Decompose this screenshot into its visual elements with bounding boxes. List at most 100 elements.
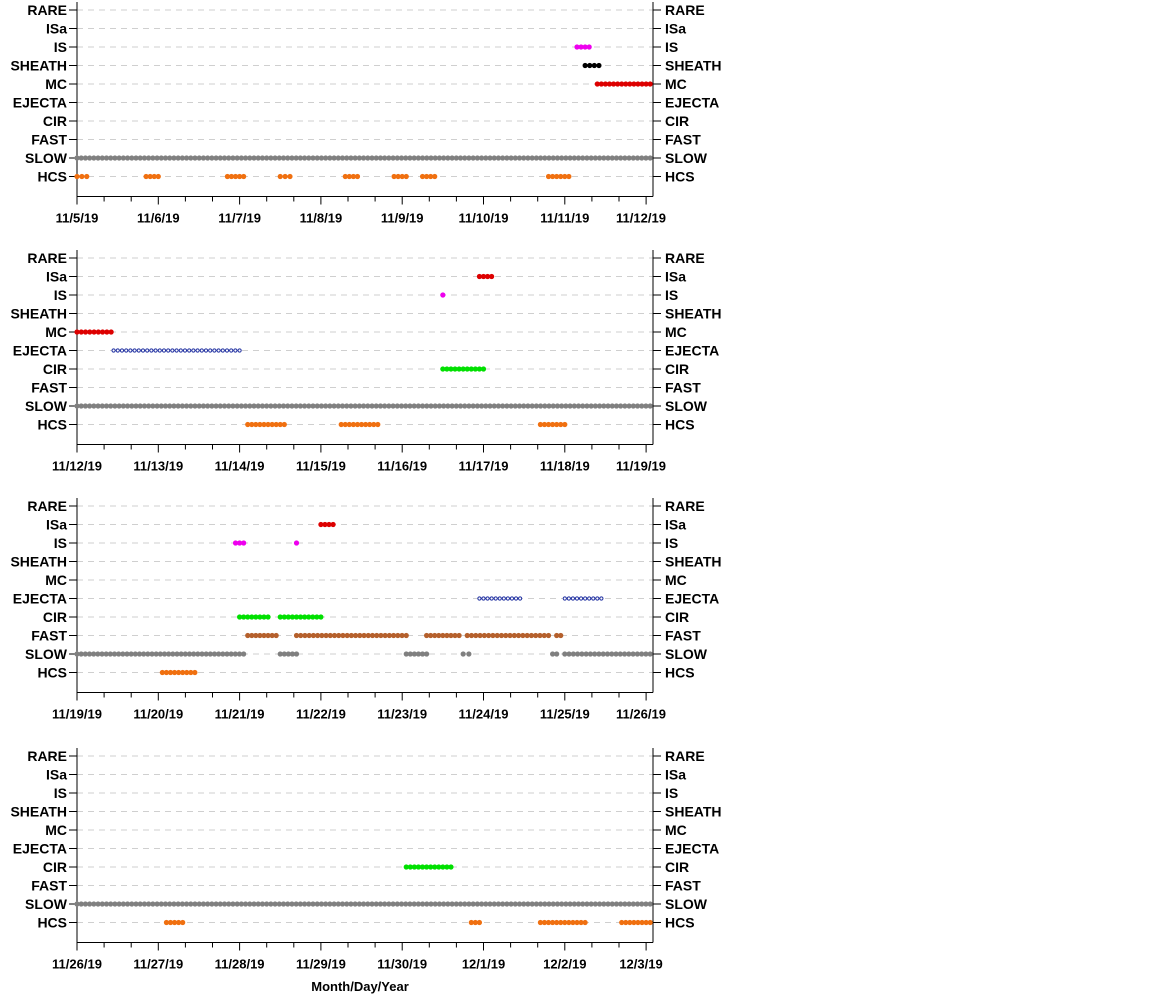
data-point-slow xyxy=(221,155,228,161)
data-point-slow xyxy=(567,901,573,907)
data-point-slow xyxy=(339,155,346,161)
data-point-fast xyxy=(403,632,409,639)
data-point-slow xyxy=(542,403,548,409)
data-point-slow xyxy=(537,403,544,409)
data-point-fast xyxy=(533,632,539,639)
data-point-slow xyxy=(191,651,197,657)
data-point-cir xyxy=(452,366,458,372)
data-point-slow xyxy=(483,403,489,409)
data-point-slow xyxy=(533,901,539,907)
data-point-ejecta xyxy=(224,348,230,353)
y-label-left-isa: ISa xyxy=(46,517,67,533)
data-point-slow xyxy=(613,651,619,657)
y-label-left-sheath: SHEATH xyxy=(10,306,67,322)
data-point-slow xyxy=(563,403,569,409)
data-point-slow xyxy=(491,901,497,907)
data-point-slow xyxy=(188,901,194,907)
y-label-left-slow: SLOW xyxy=(25,398,68,414)
data-point-slow xyxy=(639,155,645,161)
data-point-slow xyxy=(280,901,287,907)
data-point-cir xyxy=(448,864,454,870)
data-point-slow xyxy=(226,155,232,161)
data-point-hcs xyxy=(554,173,560,180)
y-label-left-slow: SLOW xyxy=(25,150,68,166)
data-point-is xyxy=(574,44,580,50)
data-point-slow xyxy=(622,403,628,409)
data-point-slow xyxy=(445,901,451,907)
data-point-slow xyxy=(609,901,615,907)
data-point-slow xyxy=(289,403,295,409)
data-point-ejecta xyxy=(203,348,209,353)
data-point-slow xyxy=(377,155,384,161)
data-point-slow xyxy=(382,155,388,161)
data-point-slow xyxy=(82,901,89,907)
data-point-slow xyxy=(209,901,215,907)
x-tick-label: 11/7/19 xyxy=(218,211,261,226)
data-point-slow xyxy=(281,651,287,657)
data-point-slow xyxy=(108,901,114,907)
data-point-hcs xyxy=(537,421,544,428)
data-point-hcs xyxy=(635,919,641,926)
data-point-ejecta xyxy=(477,596,482,601)
data-point-slow xyxy=(154,155,160,161)
data-point-fast xyxy=(486,632,492,639)
data-point-slow xyxy=(504,901,510,907)
data-point-hcs xyxy=(342,421,348,428)
data-point-slow xyxy=(587,651,594,657)
data-point-slow xyxy=(613,403,620,409)
data-point-hcs xyxy=(253,421,259,428)
data-point-slow xyxy=(318,403,325,409)
y-label-right-is: IS xyxy=(665,39,678,55)
data-point-slow xyxy=(618,155,624,161)
data-point-fast xyxy=(265,632,271,639)
data-point-mc xyxy=(619,81,625,87)
data-point-slow xyxy=(95,651,101,657)
x-tick-label: 11/14/19 xyxy=(215,459,265,474)
data-point-slow xyxy=(436,901,443,907)
data-point-slow xyxy=(369,901,375,907)
data-point-slow xyxy=(146,155,152,161)
data-point-slow xyxy=(167,901,173,907)
data-point-fast xyxy=(440,632,446,639)
data-point-slow xyxy=(344,901,350,907)
data-point-slow xyxy=(533,403,539,409)
data-point-hcs xyxy=(554,919,560,926)
data-point-ejecta xyxy=(115,348,120,353)
x-tick-label: 11/5/19 xyxy=(56,211,99,226)
data-point-cir xyxy=(448,366,454,372)
data-point-slow xyxy=(293,651,300,657)
data-point-ejecta xyxy=(493,596,498,601)
data-point-cir xyxy=(456,366,462,372)
y-label-right-ejecta: EJECTA xyxy=(665,95,719,111)
data-point-hcs xyxy=(371,421,377,428)
data-point-slow xyxy=(596,403,603,409)
data-point-slow xyxy=(529,403,535,409)
data-point-hcs xyxy=(74,173,80,180)
data-point-slow xyxy=(415,155,421,161)
data-point-slow xyxy=(516,155,523,161)
data-point-hcs xyxy=(287,173,293,180)
data-point-slow xyxy=(82,403,89,409)
data-point-slow xyxy=(542,901,548,907)
data-point-slow xyxy=(314,901,320,907)
data-point-slow xyxy=(613,901,620,907)
data-point-cir xyxy=(293,614,300,620)
y-label-left-mc: MC xyxy=(45,324,67,340)
data-point-slow xyxy=(546,901,552,907)
data-point-slow xyxy=(344,155,350,161)
data-point-slow xyxy=(647,901,653,907)
data-point-fast xyxy=(249,632,255,639)
data-point-slow xyxy=(162,155,169,161)
data-point-ejecta xyxy=(481,596,486,601)
data-point-slow xyxy=(199,651,205,657)
data-point-slow xyxy=(78,403,84,409)
data-point-slow xyxy=(297,155,303,161)
data-point-hcs xyxy=(399,173,405,180)
data-point-slow xyxy=(487,403,493,409)
data-point-slow xyxy=(500,403,506,409)
data-point-slow xyxy=(348,403,354,409)
data-point-slow xyxy=(234,155,240,161)
data-point-slow xyxy=(87,901,93,907)
data-point-slow xyxy=(272,155,278,161)
